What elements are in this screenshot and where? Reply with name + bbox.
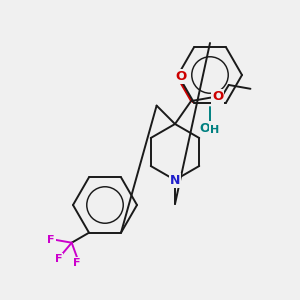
Text: O: O bbox=[200, 122, 210, 134]
Text: N: N bbox=[170, 173, 180, 187]
Text: F: F bbox=[47, 235, 55, 245]
Text: O: O bbox=[212, 90, 224, 103]
Text: F: F bbox=[55, 254, 62, 264]
Text: F: F bbox=[74, 258, 81, 268]
Text: O: O bbox=[176, 70, 187, 83]
Text: H: H bbox=[210, 125, 220, 135]
